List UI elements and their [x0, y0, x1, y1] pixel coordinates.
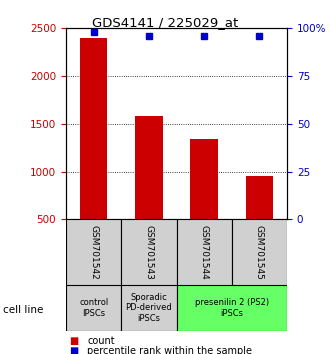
Bar	[177, 285, 287, 331]
Bar	[246, 176, 273, 219]
Bar	[80, 38, 108, 219]
Text: GSM701545: GSM701545	[255, 225, 264, 280]
Bar	[66, 219, 121, 285]
Text: GSM701543: GSM701543	[145, 225, 153, 280]
Text: count: count	[87, 336, 115, 346]
Text: cell line: cell line	[3, 305, 44, 315]
Text: percentile rank within the sample: percentile rank within the sample	[87, 346, 252, 354]
Bar	[121, 285, 177, 331]
Bar	[121, 219, 177, 285]
Bar	[66, 285, 121, 331]
Text: GSM701542: GSM701542	[89, 225, 98, 280]
Text: GSM701544: GSM701544	[200, 225, 209, 280]
Bar	[135, 116, 163, 219]
Bar	[177, 219, 232, 285]
Bar	[232, 219, 287, 285]
Text: presenilin 2 (PS2)
iPSCs: presenilin 2 (PS2) iPSCs	[195, 298, 269, 318]
Text: ■: ■	[69, 336, 79, 346]
Text: ■: ■	[69, 346, 79, 354]
Text: GDS4141 / 225029_at: GDS4141 / 225029_at	[92, 16, 238, 29]
Bar	[190, 139, 218, 219]
Text: control
IPSCs: control IPSCs	[79, 298, 108, 318]
Text: Sporadic
PD-derived
iPSCs: Sporadic PD-derived iPSCs	[125, 293, 172, 323]
